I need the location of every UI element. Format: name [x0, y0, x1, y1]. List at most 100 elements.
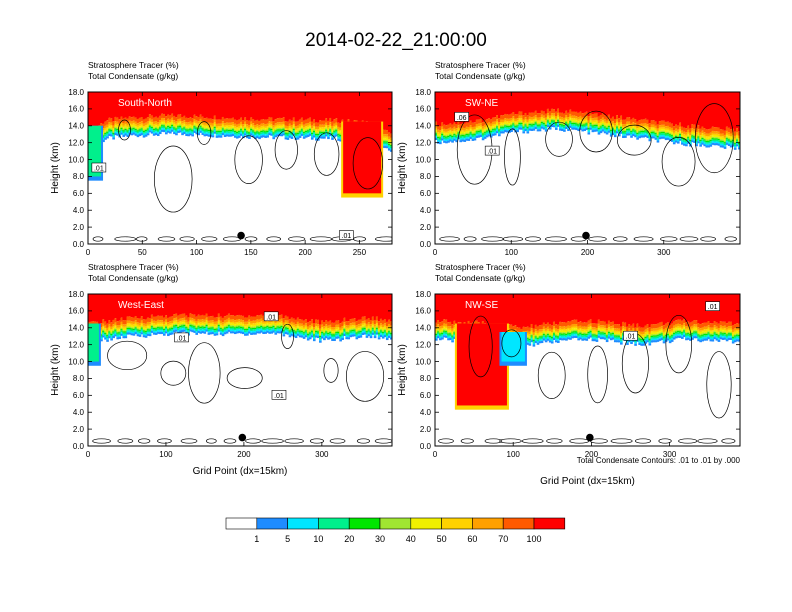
- tracer-cell: [447, 330, 450, 333]
- tracer-cell: [260, 324, 263, 326]
- tracer-cell: [439, 130, 442, 133]
- contour-line: [223, 438, 237, 444]
- tracer-cell: [136, 118, 140, 124]
- tracer-cell: [114, 334, 117, 337]
- tracer-cell: [597, 129, 601, 131]
- y-tick-label: 12.0: [68, 138, 84, 147]
- tracer-cell: [308, 132, 312, 134]
- tracer-cell: [189, 294, 192, 314]
- tracer-cell: [626, 130, 629, 132]
- tracer-cell: [365, 334, 369, 336]
- tracer-cell: [138, 128, 142, 130]
- tracer-cell: [703, 138, 707, 140]
- tracer-cell: [152, 323, 156, 325]
- tracer-cell: [160, 126, 164, 129]
- tracer-cell: [256, 331, 259, 334]
- tracer-cell: [160, 92, 164, 114]
- tracer-cell: [171, 126, 174, 128]
- tracer-cell: [94, 92, 97, 128]
- tracer-cell: [96, 92, 99, 128]
- tracer-cell: [110, 336, 113, 339]
- tracer-cell: [142, 325, 146, 328]
- tracer-cell: [225, 134, 229, 137]
- tracer-cell: [262, 135, 265, 138]
- panel-subtitle: Stratosphere Tracer (%): [88, 60, 179, 70]
- tracer-cell: [355, 335, 359, 338]
- tracer-cell: [120, 116, 124, 121]
- tracer-cell: [323, 131, 326, 134]
- tracer-cell: [681, 130, 684, 134]
- tracer-cell: [683, 137, 686, 139]
- tracer-cell: [672, 126, 676, 131]
- tracer-cell: [156, 122, 160, 125]
- tracer-cell: [473, 136, 477, 139]
- tracer-cell: [697, 129, 700, 132]
- tracer-cell: [300, 124, 304, 127]
- tracer-cell: [128, 320, 132, 324]
- tracer-cell: [455, 124, 458, 129]
- tracer-cell: [215, 128, 219, 130]
- y-tick-label: 2.0: [73, 425, 85, 434]
- tracer-cell: [481, 138, 485, 141]
- contour-line: [180, 438, 198, 444]
- tracer-cell: [209, 324, 213, 327]
- tracer-cell: [697, 125, 700, 130]
- tracer-cell: [266, 130, 269, 133]
- tracer-cell: [335, 294, 338, 321]
- tracer-cell: [522, 127, 526, 130]
- tracer-cell: [331, 294, 334, 323]
- tracer-cell: [187, 122, 190, 125]
- tracer-cell: [272, 324, 276, 326]
- tracer-cell: [654, 130, 658, 132]
- tracer-cell: [357, 328, 361, 331]
- tracer-cell: [345, 325, 349, 328]
- tracer-cell: [258, 127, 261, 130]
- tracer-cell: [197, 294, 201, 315]
- tracer-cell: [644, 127, 648, 129]
- tracer-cell: [248, 329, 251, 332]
- tracer-cell: [173, 120, 176, 123]
- tracer-cell: [169, 122, 172, 124]
- tracer-cell: [278, 323, 282, 326]
- tracer-cell: [185, 319, 188, 323]
- tracer-cell: [104, 125, 107, 129]
- tracer-cell: [298, 329, 302, 331]
- tracer-cell: [158, 320, 162, 323]
- tracer-cell: [498, 122, 501, 125]
- tracer-cell: [445, 294, 448, 320]
- tracer-cell: [314, 333, 318, 336]
- tracer-cell: [171, 324, 174, 327]
- tracer-cell: [353, 328, 357, 330]
- tracer-cell: [735, 132, 739, 135]
- tracer-cell: [264, 128, 267, 130]
- tracer-cell: [250, 133, 253, 136]
- tracer-cell: [589, 118, 593, 121]
- tracer-cell: [389, 140, 392, 143]
- tracer-cell: [479, 125, 483, 128]
- tracer-cell: [185, 127, 188, 130]
- tracer-cell: [319, 331, 322, 334]
- tracer-cell: [156, 117, 160, 123]
- tracer-cell: [333, 131, 336, 134]
- y-axis-label: Height (km): [50, 142, 61, 194]
- tracer-cell: [252, 316, 255, 321]
- tracer-cell: [451, 134, 454, 136]
- tracer-cell: [463, 130, 467, 133]
- tracer-cell: [613, 131, 617, 134]
- tracer-cell: [165, 325, 168, 327]
- tracer-cell: [672, 140, 676, 143]
- tracer-cell: [266, 323, 269, 325]
- tracer-cell: [144, 118, 148, 123]
- tracer-cell: [240, 329, 243, 332]
- tracer-cell: [365, 326, 369, 329]
- tracer-cell: [235, 130, 239, 132]
- tracer-cell: [493, 129, 497, 132]
- tracer-cell: [165, 130, 168, 133]
- tracer-cell: [235, 319, 239, 323]
- tracer-cell: [156, 124, 160, 127]
- tracer-cell: [211, 324, 215, 327]
- tracer-cell: [126, 332, 130, 335]
- tracer-cell: [314, 92, 318, 123]
- tracer-cell: [325, 320, 328, 325]
- tracer-cell: [485, 129, 489, 131]
